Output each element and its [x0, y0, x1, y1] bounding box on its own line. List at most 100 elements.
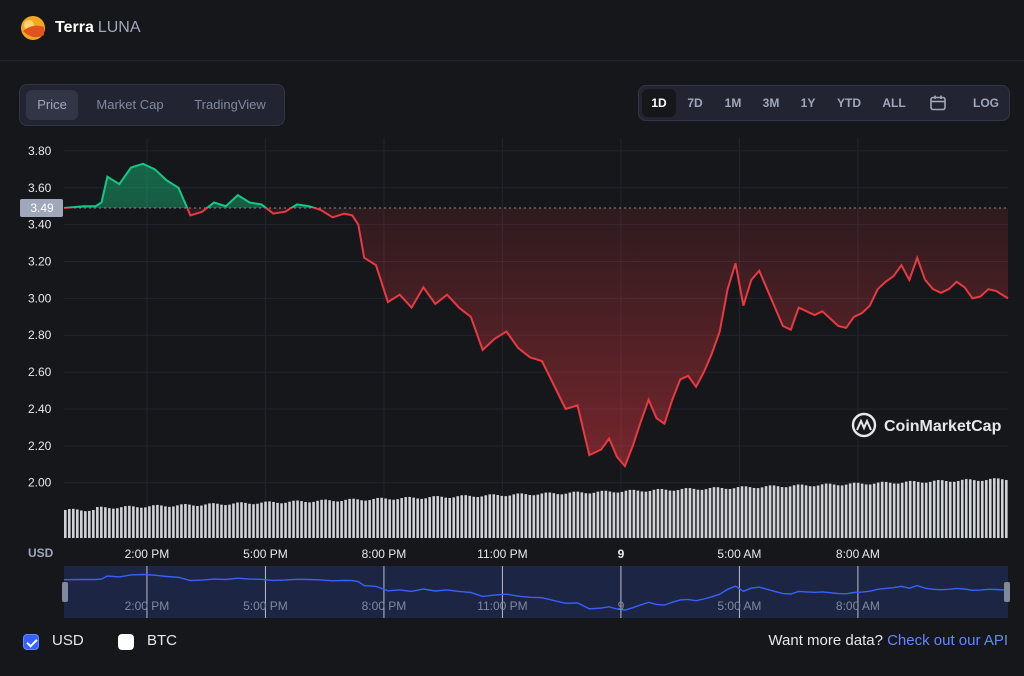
range-1y[interactable]: 1Y — [800, 96, 816, 110]
tab-market-cap[interactable]: Market Cap — [96, 97, 164, 112]
volume-bar — [436, 496, 439, 538]
volume-bar — [596, 491, 600, 538]
volume-bar — [516, 493, 520, 538]
volume-bar — [880, 481, 884, 538]
volume-bar — [732, 488, 736, 538]
x-tick-label: 11:00 PM — [477, 547, 527, 561]
tab-price[interactable]: Price — [26, 90, 78, 120]
volume-bar — [368, 500, 371, 538]
x-tick-label: 8:00 AM — [836, 547, 880, 561]
volume-bar — [84, 511, 87, 538]
navigator-left-handle[interactable] — [62, 582, 68, 602]
volume-bar — [508, 495, 512, 538]
volume-bar — [700, 489, 704, 538]
volume-bar — [524, 494, 528, 538]
coin-symbol: LUNA — [97, 19, 141, 36]
volume-bar — [332, 501, 335, 538]
volume-bar — [736, 487, 740, 538]
volume-bar — [136, 507, 139, 538]
range-7d[interactable]: 7D — [687, 96, 703, 110]
volume-bar — [536, 494, 540, 538]
volume-bar — [244, 502, 247, 538]
volume-bar — [340, 500, 343, 538]
volume-bar — [484, 495, 488, 538]
volume-bar — [444, 497, 448, 538]
volume-bar — [916, 481, 920, 538]
volume-bar — [72, 508, 75, 538]
range-3m[interactable]: 3M — [762, 96, 780, 110]
volume-bar — [240, 502, 243, 538]
volume-bar — [188, 504, 191, 538]
volume-bar — [788, 486, 792, 538]
volume-bar — [704, 489, 708, 538]
volume-bar — [824, 483, 828, 538]
volume-bar — [804, 485, 808, 538]
volume-bar — [980, 480, 984, 538]
volume-bar — [828, 483, 832, 538]
volume-bar — [844, 484, 848, 538]
navigator-tick-label: 2:00 PM — [125, 599, 170, 613]
volume-bar — [348, 498, 351, 538]
volume-bar — [992, 478, 996, 538]
volume-bar — [684, 488, 688, 538]
navigator-tick-label: 8:00 PM — [362, 599, 407, 613]
volume-bar — [728, 488, 732, 538]
volume-bar — [148, 506, 151, 538]
volume-bar — [408, 496, 411, 538]
volume-bar — [196, 505, 199, 538]
volume-bar — [308, 502, 311, 538]
volume-bar — [372, 498, 375, 538]
y-tick-label: 2.00 — [28, 476, 52, 490]
volume-bar — [900, 482, 904, 538]
volume-bar — [460, 495, 464, 538]
volume-bar — [64, 510, 67, 538]
volume-bar — [712, 487, 716, 538]
range-navigator[interactable]: 2:00 PM 5:00 PM 8:00 PM 11:00 PM 9 5:00 AM 8:0… — [62, 566, 1010, 618]
volume-bar — [300, 501, 303, 538]
range-ytd[interactable]: YTD — [837, 96, 861, 110]
navigator-right-handle[interactable] — [1004, 582, 1010, 602]
calendar-icon[interactable] — [929, 94, 947, 112]
volume-bar — [928, 481, 932, 538]
volume-bar — [260, 502, 263, 538]
usd-label: USD — [52, 632, 84, 649]
volume-bar — [80, 510, 83, 538]
volume-bar — [956, 480, 960, 538]
volume-bar — [448, 497, 452, 538]
volume-bar — [392, 499, 395, 538]
range-1d[interactable]: 1D — [642, 89, 676, 117]
coinmarketcap-logo-mark — [856, 418, 872, 431]
price-line-up — [63, 162, 319, 209]
volume-bar — [216, 503, 219, 538]
volume-bar — [352, 498, 355, 538]
api-link[interactable]: Check out our API — [887, 632, 1008, 649]
volume-bar — [384, 498, 387, 538]
volume-bar — [220, 504, 223, 538]
range-all[interactable]: ALL — [882, 96, 906, 110]
x-tick-label: 5:00 PM — [243, 547, 288, 561]
btc-label: BTC — [147, 632, 177, 649]
tab-tradingview[interactable]: TradingView — [194, 97, 266, 112]
volume-bar — [104, 507, 107, 538]
volume-bar — [256, 503, 259, 538]
volume-bar — [452, 497, 456, 538]
volume-bar — [584, 493, 588, 538]
volume-bar — [404, 497, 407, 538]
volume-bar — [108, 508, 111, 538]
volume-bar — [276, 502, 279, 538]
range-1m[interactable]: 1M — [724, 96, 742, 110]
volume-bar — [164, 506, 167, 538]
volume-bar — [952, 481, 956, 538]
volume-bar — [76, 509, 79, 538]
usd-checkbox[interactable] — [23, 634, 39, 650]
log-toggle[interactable]: LOG — [973, 96, 999, 110]
volume-bar — [612, 492, 616, 538]
volume-bar — [576, 491, 580, 538]
volume-bar — [160, 505, 163, 538]
volume-bar — [456, 496, 460, 538]
volume-bar — [864, 484, 868, 538]
btc-checkbox[interactable] — [118, 634, 134, 650]
volume-bar — [336, 501, 339, 538]
navigator-tick-label: 5:00 AM — [717, 599, 761, 613]
volume-bar — [180, 504, 183, 538]
